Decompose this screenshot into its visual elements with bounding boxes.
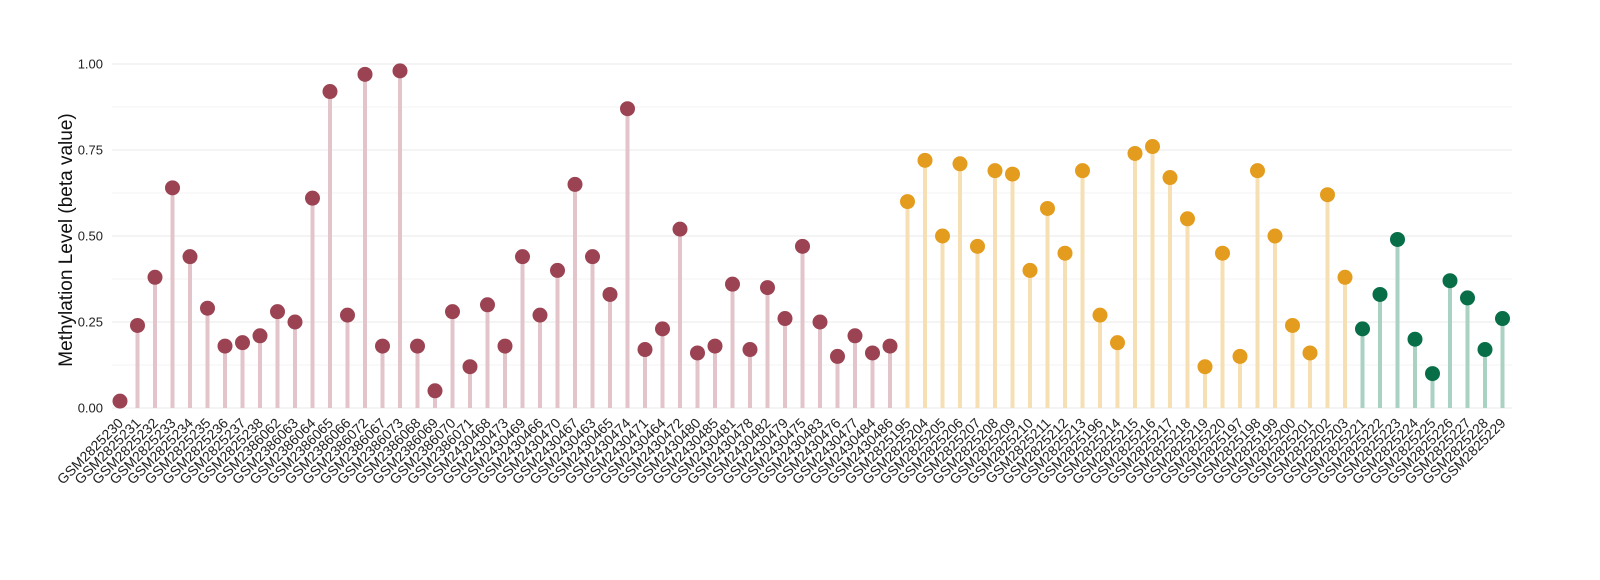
lollipop-point (357, 66, 373, 82)
lollipop-point (620, 101, 635, 117)
y-tick-label: 0.25 (78, 315, 103, 330)
lollipop-point (1337, 269, 1353, 285)
points (112, 63, 1510, 409)
lollipop-point (812, 314, 828, 330)
lollipop-point (1110, 335, 1125, 351)
lollipop-point (497, 338, 513, 354)
lollipop-point (392, 63, 408, 79)
lollipop-point (1285, 317, 1300, 333)
lollipop-point (865, 345, 880, 361)
gridlines (112, 63, 1512, 409)
lollipop-point (707, 338, 723, 354)
lollipop-point (375, 338, 390, 354)
lollipop-point (1442, 273, 1458, 289)
lollipop-point (952, 156, 968, 172)
lollipop-point (1057, 245, 1073, 261)
lollipop-point (550, 262, 565, 278)
lollipop-point (1250, 163, 1265, 179)
lollipop-point (1005, 166, 1020, 182)
lollipop-point (917, 152, 933, 168)
lollipop-point (480, 297, 495, 313)
lollipop-point (1302, 345, 1318, 361)
lollipop-point (322, 84, 338, 100)
lollipop-point (847, 328, 863, 344)
lollipop-point (270, 304, 285, 320)
lollipop-point (1407, 331, 1423, 347)
y-axis-title: Methylation Level (beta value) (56, 113, 77, 366)
lollipop-point (1127, 145, 1143, 161)
lollipop-point (235, 335, 250, 351)
lollipop-point (1390, 231, 1405, 247)
lollipop-point (1145, 139, 1160, 155)
lollipop-point (777, 311, 793, 327)
stems (118, 70, 1505, 408)
lollipop-point (1040, 200, 1055, 216)
lollipop-point (1267, 228, 1283, 244)
lollipop-point (182, 249, 198, 265)
lollipop-point (1075, 163, 1090, 179)
lollipop-point (200, 300, 215, 316)
lollipop-point (935, 228, 950, 244)
lollipop-point (742, 342, 758, 358)
lollipop-point (532, 307, 548, 323)
lollipop-point (795, 238, 810, 254)
lollipop-point (830, 348, 845, 364)
lollipop-point (1372, 286, 1388, 302)
lollipop-point (1197, 359, 1213, 375)
lollipop-point (410, 338, 425, 354)
lollipop-point (690, 345, 705, 361)
lollipop-point (567, 176, 583, 192)
x-axis-labels: GSM2825230GSM2825231GSM2825232GSM2825233… (54, 415, 1509, 488)
lollipop-point (1495, 311, 1510, 327)
lollipop-point (305, 190, 320, 206)
lollipop-point (462, 359, 478, 375)
lollipop-point (655, 321, 670, 337)
lollipop-point (1215, 245, 1230, 261)
lollipop-point (515, 249, 530, 265)
lollipop-point (1232, 348, 1248, 364)
y-tick-label: 0.00 (78, 401, 103, 416)
lollipop-point (1180, 211, 1195, 227)
lollipop-point (1477, 342, 1493, 358)
lollipop-point (252, 328, 268, 344)
lollipop-point (1425, 366, 1440, 382)
lollipop-point (602, 286, 618, 302)
y-tick-label: 0.50 (78, 229, 103, 244)
lollipop-point (725, 276, 740, 292)
lollipop-point (217, 338, 233, 354)
lollipop-point (130, 317, 145, 333)
lollipop-point (147, 269, 163, 285)
lollipop-point (1092, 307, 1108, 323)
lollipop-point (987, 163, 1003, 179)
lollipop-point (340, 307, 355, 323)
lollipop-point (1320, 187, 1335, 203)
lollipop-point (445, 304, 460, 320)
lollipop-point (1022, 262, 1038, 278)
y-axis-ticks: 0.00 0.25 0.50 0.75 1.00 (78, 57, 103, 416)
lollipop-point (672, 221, 688, 237)
lollipop-point (165, 180, 180, 196)
lollipop-point (427, 383, 443, 399)
lollipop-point (882, 338, 898, 354)
lollipop-point (1355, 321, 1370, 337)
lollipop-point (1162, 170, 1178, 186)
lollipop-point (970, 238, 985, 254)
lollipop-point (637, 342, 653, 358)
lollipop-point (112, 393, 128, 409)
y-tick-label: 0.75 (78, 143, 103, 158)
y-tick-label: 1.00 (78, 57, 103, 72)
lollipop-point (760, 280, 775, 296)
lollipop-point (585, 249, 600, 265)
lollipop-point (287, 314, 303, 330)
lollipop-point (1460, 290, 1475, 306)
lollipop-point (900, 194, 915, 210)
